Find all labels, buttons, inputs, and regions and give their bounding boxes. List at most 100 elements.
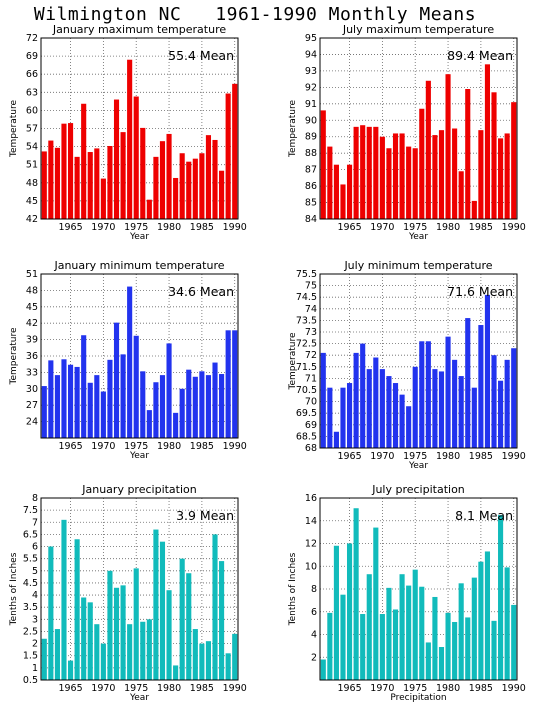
y-tick-label: 85	[305, 198, 317, 209]
bar	[432, 369, 438, 448]
bar	[419, 108, 425, 219]
bar	[199, 371, 205, 438]
bar	[425, 341, 431, 448]
chart-title: July precipitation	[371, 483, 465, 496]
bar	[219, 170, 225, 219]
y-tick-label: 91	[305, 99, 317, 110]
y-tick-label: 68.5	[296, 431, 317, 442]
bar	[333, 431, 339, 448]
y-tick-label: 3.5	[23, 602, 38, 613]
y-tick-label: 45	[26, 302, 38, 313]
bar	[392, 609, 399, 680]
plot-frame	[40, 273, 239, 439]
bar	[100, 391, 106, 438]
bar	[67, 364, 74, 438]
y-tick-label: 66	[26, 69, 38, 80]
y-tick-label: 69	[26, 51, 38, 62]
bar	[192, 376, 198, 438]
bar	[491, 355, 497, 448]
bar	[225, 653, 231, 680]
y-tick-label: 72	[305, 350, 317, 361]
plot-frame	[40, 497, 239, 681]
bar	[340, 387, 346, 448]
bar	[333, 164, 339, 219]
x-tick-label: 1980	[436, 683, 460, 694]
y-tick-label: 8	[32, 493, 38, 504]
x-tick-label: 1975	[403, 222, 427, 233]
y-tick-label: 95	[305, 33, 317, 44]
bar	[379, 369, 385, 448]
y-tick-label: 73.5	[296, 315, 317, 326]
bar	[166, 343, 172, 438]
bar	[498, 515, 504, 680]
bar	[327, 387, 333, 448]
bar	[166, 590, 172, 680]
mean-annotation: 89.4 Mean	[447, 48, 513, 63]
bar	[511, 604, 517, 680]
bar	[425, 642, 431, 680]
y-tick-label: 71.5	[296, 362, 317, 373]
y-tick-label: 3	[32, 614, 38, 625]
bar	[386, 148, 392, 219]
y-axis-label: Temperature	[9, 327, 19, 385]
y-tick-label: 57	[26, 124, 38, 135]
bar	[146, 199, 152, 219]
x-axis-label: Year	[408, 232, 428, 242]
bar	[120, 354, 126, 438]
bar	[425, 80, 431, 219]
chart-0: January maximum temperature 42 45 48 51 54 57 6…	[9, 23, 247, 242]
bar	[87, 382, 93, 438]
bar	[192, 629, 198, 680]
y-tick-label: 73	[305, 327, 317, 338]
bar	[153, 529, 159, 680]
x-axis-label: Year	[129, 451, 149, 461]
bar	[471, 387, 477, 448]
bar	[113, 587, 120, 680]
y-tick-label: 60	[26, 105, 38, 116]
mean-annotation: 71.6 Mean	[447, 284, 513, 299]
bar	[41, 151, 47, 219]
bar	[199, 643, 205, 680]
bar	[186, 161, 192, 219]
bar	[458, 171, 464, 219]
bar	[212, 362, 218, 438]
plot-frame	[319, 273, 518, 449]
y-tick-label: 69	[305, 420, 317, 431]
bar	[392, 133, 399, 219]
bar	[386, 376, 392, 448]
bar	[179, 558, 185, 680]
bar	[48, 360, 54, 438]
bar	[452, 621, 458, 680]
y-tick-label: 71	[305, 373, 317, 384]
bar	[199, 153, 205, 219]
bar	[186, 573, 192, 680]
bar	[61, 359, 67, 438]
y-tick-label: 8	[311, 584, 317, 595]
y-tick-label: 70	[305, 397, 317, 408]
x-tick-label: 1985	[190, 441, 214, 452]
chart-2: January minimum temperature 24 27 30 33 36 39 4…	[9, 259, 247, 461]
chart-3: July minimum temperature 6868.56969.57070…	[288, 259, 526, 471]
y-tick-label: 75.5	[296, 269, 317, 280]
x-tick-label: 1990	[502, 222, 526, 233]
bar	[478, 325, 484, 448]
bar	[373, 126, 379, 219]
x-axis-label: Year	[129, 232, 149, 242]
y-tick-label: 48	[26, 285, 38, 296]
bar	[419, 341, 425, 448]
y-tick-label: 45	[26, 196, 38, 207]
y-axis-label: Temperature	[288, 332, 298, 390]
y-tick-label: 54	[26, 142, 38, 153]
y-tick-label: 94	[305, 49, 317, 60]
bar	[81, 597, 87, 680]
chart-title: July maximum temperature	[342, 23, 495, 36]
bar	[219, 561, 225, 680]
bar	[412, 366, 418, 448]
y-tick-label: 4.5	[23, 578, 38, 589]
bar	[133, 568, 139, 680]
bar	[81, 103, 87, 219]
bar	[360, 614, 366, 680]
bar	[360, 343, 366, 448]
bar	[438, 371, 445, 448]
